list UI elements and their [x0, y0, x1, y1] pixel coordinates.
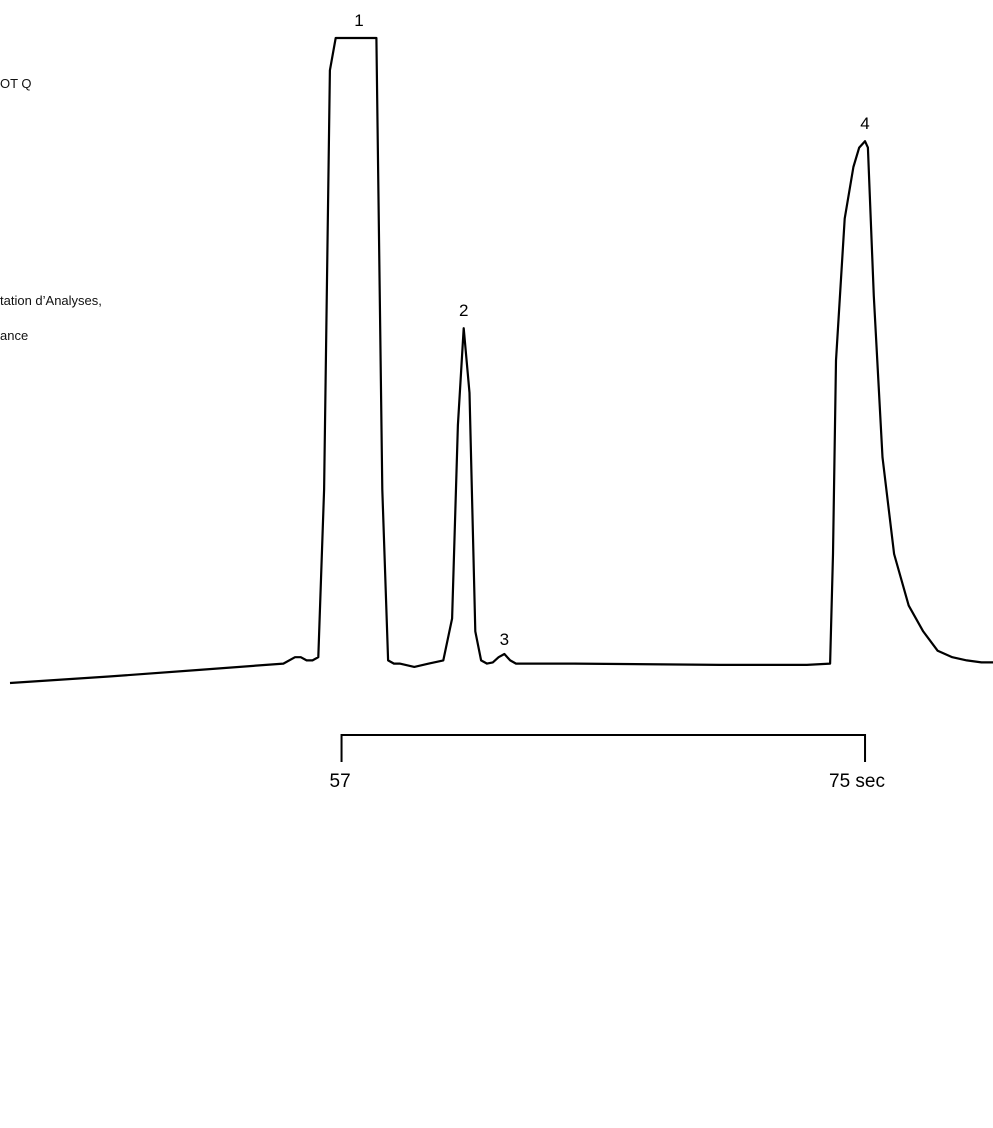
scale-start-label: 57 [330, 771, 351, 792]
scale-end-label: 75 sec [829, 771, 885, 792]
side-text-line-1: OT Q [0, 76, 32, 91]
scale-bar-line [340, 734, 867, 762]
side-text-line-2: tation d’Analyses, [0, 293, 102, 308]
peak-label-4: 4 [860, 114, 869, 133]
peak-label-layer: 1 2 3 4 [354, 11, 869, 649]
time-scale-bar: 57 75 sec [330, 734, 885, 792]
side-text-line-3: ance [0, 328, 29, 343]
peak-label-2: 2 [459, 301, 468, 320]
chromatogram-trace-1 [9, 36, 993, 685]
peak-label-3: 3 [500, 630, 509, 649]
peak-label-1: 1 [354, 11, 363, 30]
trace-layer [9, 36, 993, 685]
